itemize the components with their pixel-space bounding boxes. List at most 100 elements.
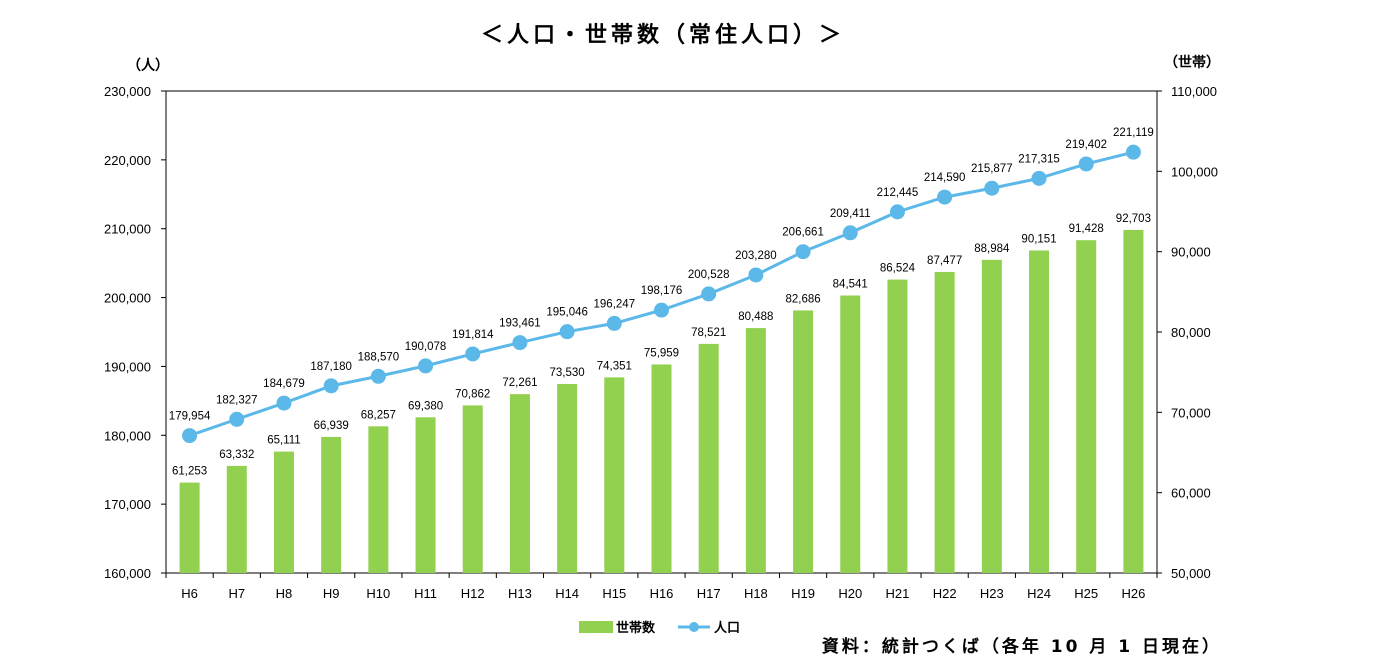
- households-bar: [1029, 250, 1050, 574]
- population-data-label: 184,679: [263, 378, 305, 390]
- households-bar: [840, 295, 861, 573]
- population-point: [370, 368, 386, 384]
- households-bar: [745, 328, 766, 573]
- left-axis-tick-label: 160,000: [104, 566, 151, 581]
- population-point: [512, 335, 528, 351]
- right-axis-tick-label: 50,000: [1171, 566, 1211, 581]
- x-axis-tick-label: H14: [555, 586, 579, 601]
- legend-label-households: 世帯数: [616, 620, 656, 636]
- right-axis-tick-label: 70,000: [1171, 405, 1211, 420]
- x-axis-tick-label: H6: [181, 586, 198, 601]
- x-axis-tick-label: H18: [744, 586, 768, 601]
- households-bar: [698, 343, 719, 573]
- legend-swatch-households: [579, 621, 613, 633]
- left-axis-tick-label: 190,000: [104, 359, 151, 374]
- x-axis-tick-label: H13: [508, 586, 532, 601]
- households-bar: [934, 271, 955, 573]
- right-axis-tick-label: 90,000: [1171, 245, 1211, 260]
- chart-title: ＜人口・世帯数（常住人口）＞: [481, 22, 845, 48]
- population-data-label: 188,570: [358, 351, 400, 363]
- right-axis-tick-label: 80,000: [1171, 325, 1211, 340]
- left-axis-tick-label: 170,000: [104, 497, 151, 512]
- households-data-label: 84,541: [833, 279, 868, 291]
- population-data-label: 187,180: [310, 361, 352, 373]
- households-data-label: 66,939: [314, 420, 349, 432]
- population-point: [1078, 156, 1094, 172]
- population-data-label: 191,814: [452, 329, 494, 341]
- households-data-label: 78,521: [691, 327, 726, 339]
- households-data-label: 70,862: [455, 388, 490, 400]
- households-bar: [273, 451, 294, 573]
- households-data-labels: 61,253 63,332 65,111 66,939 68,257 69,380 70,8…: [172, 213, 1151, 478]
- households-bar: [321, 436, 342, 573]
- x-axis-tick-label: H9: [323, 586, 340, 601]
- households-data-label: 88,984: [974, 243, 1010, 255]
- households-data-label: 74,351: [597, 360, 632, 372]
- households-data-label: 90,151: [1021, 233, 1056, 245]
- population-point: [1031, 170, 1047, 186]
- population-point: [559, 324, 575, 340]
- right-axis-tick-label: 60,000: [1171, 486, 1211, 501]
- households-bar: [226, 465, 247, 573]
- households-bar: [887, 279, 908, 573]
- population-point: [1125, 144, 1141, 160]
- households-data-label: 73,530: [550, 367, 585, 379]
- population-point: [465, 346, 481, 362]
- population-point: [701, 286, 717, 302]
- legend-label-population: 人口: [714, 620, 740, 636]
- population-point: [229, 411, 245, 427]
- population-point: [842, 225, 858, 241]
- x-axis-tick-label: H12: [461, 586, 485, 601]
- right-axis-tick-label: 110,000: [1171, 84, 1217, 99]
- households-data-label: 87,477: [927, 255, 962, 267]
- households-data-label: 82,686: [785, 293, 820, 305]
- left-axis-tick-label: 180,000: [104, 428, 151, 443]
- x-axis-tick-label: H15: [602, 586, 626, 601]
- x-axis-tick-label: H10: [366, 586, 390, 601]
- households-data-label: 80,488: [738, 311, 773, 323]
- households-bar: [604, 377, 625, 573]
- households-bar: [1123, 229, 1144, 573]
- population-point: [795, 244, 811, 260]
- x-axis-tick-label: H8: [276, 586, 293, 601]
- population-data-label: 209,411: [830, 208, 871, 220]
- population-data-labels: 179,954 182,327 184,679 187,180 188,570 190,0…: [169, 127, 1154, 422]
- households-bar: [1076, 240, 1097, 573]
- x-axis-tick-label: H17: [697, 586, 721, 601]
- population-data-label: 179,954: [169, 411, 211, 423]
- x-axis-tick-label: H11: [414, 586, 437, 601]
- population-line-series: [182, 144, 1141, 444]
- population-data-label: 198,176: [641, 285, 683, 297]
- left-axis-tick-label: 230,000: [104, 84, 151, 99]
- households-data-label: 65,111: [267, 435, 300, 447]
- population-data-label: 212,445: [877, 187, 919, 199]
- population-point: [654, 302, 669, 318]
- households-bar: [651, 364, 672, 573]
- population-data-label: 196,247: [594, 298, 636, 310]
- left-axis-tick-label: 220,000: [104, 153, 151, 168]
- population-point: [889, 204, 905, 220]
- x-axis-tick-label: H16: [650, 586, 674, 601]
- population-data-label: 206,661: [782, 227, 824, 239]
- population-data-label: 215,877: [971, 163, 1013, 175]
- x-axis-tick-label: H23: [980, 586, 1004, 601]
- households-data-label: 68,257: [361, 409, 396, 421]
- households-data-label: 61,253: [172, 466, 207, 478]
- households-data-label: 91,428: [1069, 223, 1104, 235]
- population-data-label: 217,315: [1018, 153, 1060, 165]
- population-point: [276, 395, 292, 411]
- population-data-label: 219,402: [1065, 139, 1107, 151]
- households-bars: [179, 229, 1144, 574]
- households-bar: [793, 310, 814, 573]
- population-data-label: 214,590: [924, 172, 966, 184]
- population-point: [418, 358, 434, 374]
- households-bar: [368, 426, 389, 573]
- households-bar: [509, 394, 530, 573]
- population-data-label: 190,078: [405, 341, 447, 353]
- households-bar: [415, 417, 436, 573]
- population-point: [748, 267, 764, 283]
- x-axis-tick-label: H22: [933, 586, 957, 601]
- x-axis-tick-label: H24: [1027, 586, 1051, 601]
- population-data-label: 195,046: [546, 307, 588, 319]
